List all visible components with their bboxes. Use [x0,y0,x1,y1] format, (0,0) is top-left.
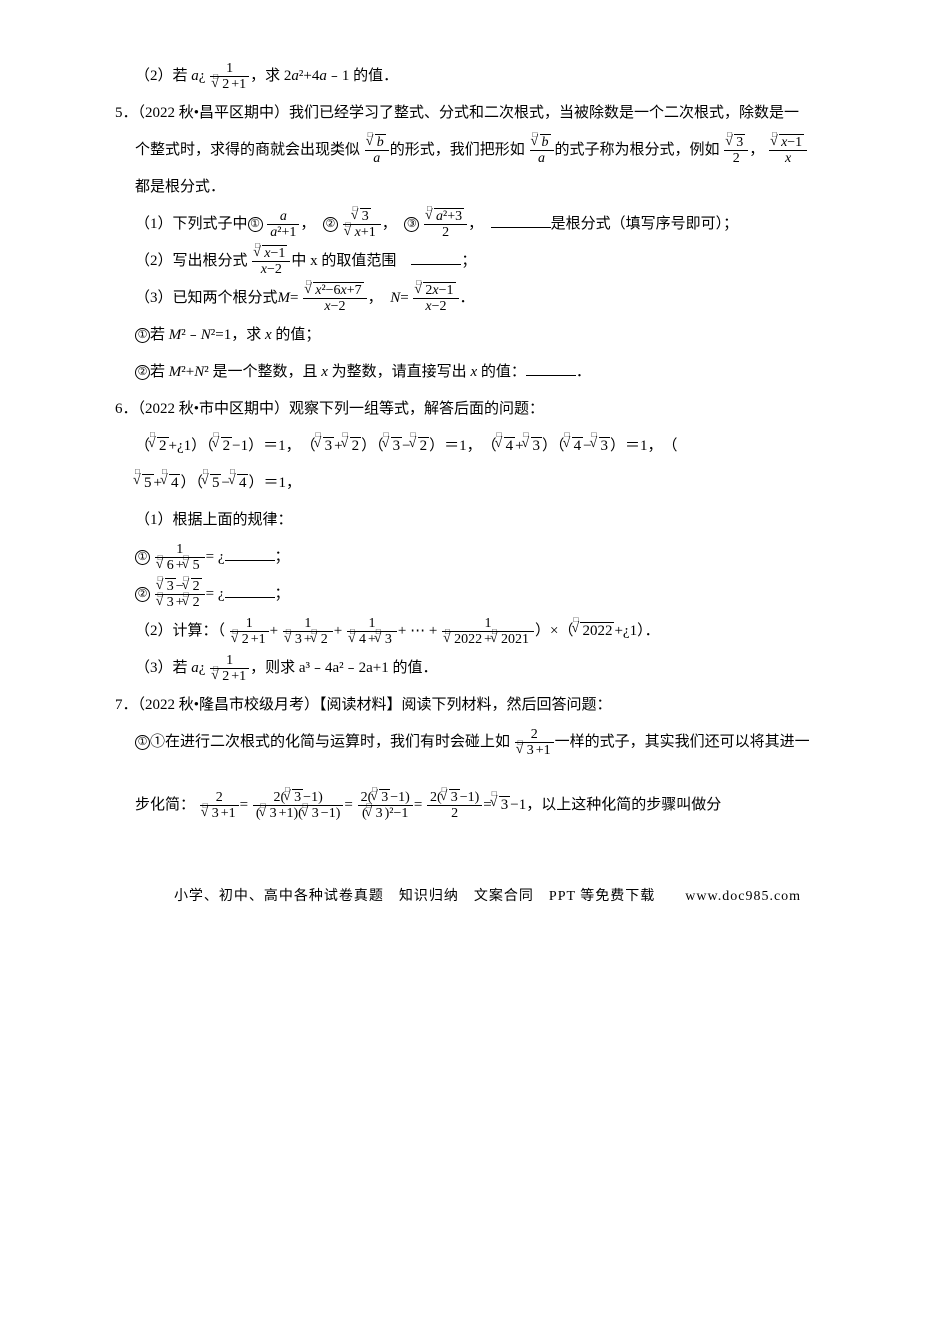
frac-x1-x: □x−1 x [769,135,807,167]
frac: 1 □2+1 [210,61,249,93]
q6-eqs2: □5+□4）（□5−□4）＝1， [115,467,860,500]
q5-p1: （1）下列式子中① a a²+1 ， ② □3 □x+1 ， ③ □a²+3 2… [115,208,860,241]
q5-p2: （2）写出根分式 □x−1 x−2 中 x 的取值范围 ； [115,245,860,278]
q5-p3-2: ②若 M²+N² 是一个整数，且 x 为整数，请直接写出 x 的值：． [115,356,860,389]
q6-p1-2: ② □3−□2 □3+□2 = ¿； [115,578,860,611]
var-a: a [191,68,199,84]
q5-p3-1: ①若 M²﹣N²=1，求 x 的值； [115,319,860,352]
q4-2: （2）若 a¿ 1 □2+1 ，求 2a²+4a﹣1 的值． [115,60,860,93]
q5-header: 5．（2022 秋•昌平区期中）我们已经学习了整式、分式和二次根式，当被除数是一… [115,97,860,130]
q5-cont2: 都是根分式． [115,171,860,204]
q7-header: 7．（2022 秋•隆昌市校级月考）【阅读材料】阅读下列材料，然后回答问题： [115,689,860,722]
txt: （2）若 [135,68,188,84]
q5-p3: （3）已知两个根分式M= □x²−6x+7 x−2 ， N= □2x−1 x−2… [115,282,860,315]
footer: 小学、初中、高中各种试卷真题 知识归纳 文案合同 PPT 等免费下载 www.d… [115,882,860,913]
q6-p3: （3）若 a¿ 1 □2+1 ，则求 a³﹣4a²﹣2a+1 的值． [115,652,860,685]
q6-p1-1: ① 1 □6+□5 = ¿； [115,541,860,574]
q6-p1: （1）根据上面的规律： [115,504,860,537]
frac-b-a: □b a [365,135,389,167]
blank [411,250,461,265]
circ3: ③ [404,217,419,232]
q7-p1: ①①在进行二次根式的化简与运算时，我们有时会碰上如 2 □3+1 一样的式子，其… [115,726,860,759]
blank [526,361,576,376]
blank [491,213,551,228]
circ2: ② [323,217,338,232]
q6-eqs1: （□2+¿1）（□2−1）＝1， （□3+□2）（□3−□2）＝1， （□4+□… [115,430,860,463]
q5-cont1: 个整式时，求得的商就会出现类似 □b a 的形式，我们把形如 □b a 的式子称… [115,134,860,167]
q6-header: 6．（2022 秋•市中区期中）观察下列一组等式，解答后面的问题： [115,393,860,426]
q7-p2: 步化简： 2□3+1= 2(□3−1)(□3+1)(□3−1)= 2(□3−1)… [115,789,860,822]
frac-3-2: □3 2 [724,135,748,167]
blank [225,583,275,598]
circ1: ① [248,217,263,232]
blank [225,546,275,561]
q6-p2: （2）计算：（ 1□2+1+ 1□3+□2+ 1□4+□3+ ⋯ + 1□202… [115,615,860,648]
frac-b-a2: □b a [530,135,554,167]
